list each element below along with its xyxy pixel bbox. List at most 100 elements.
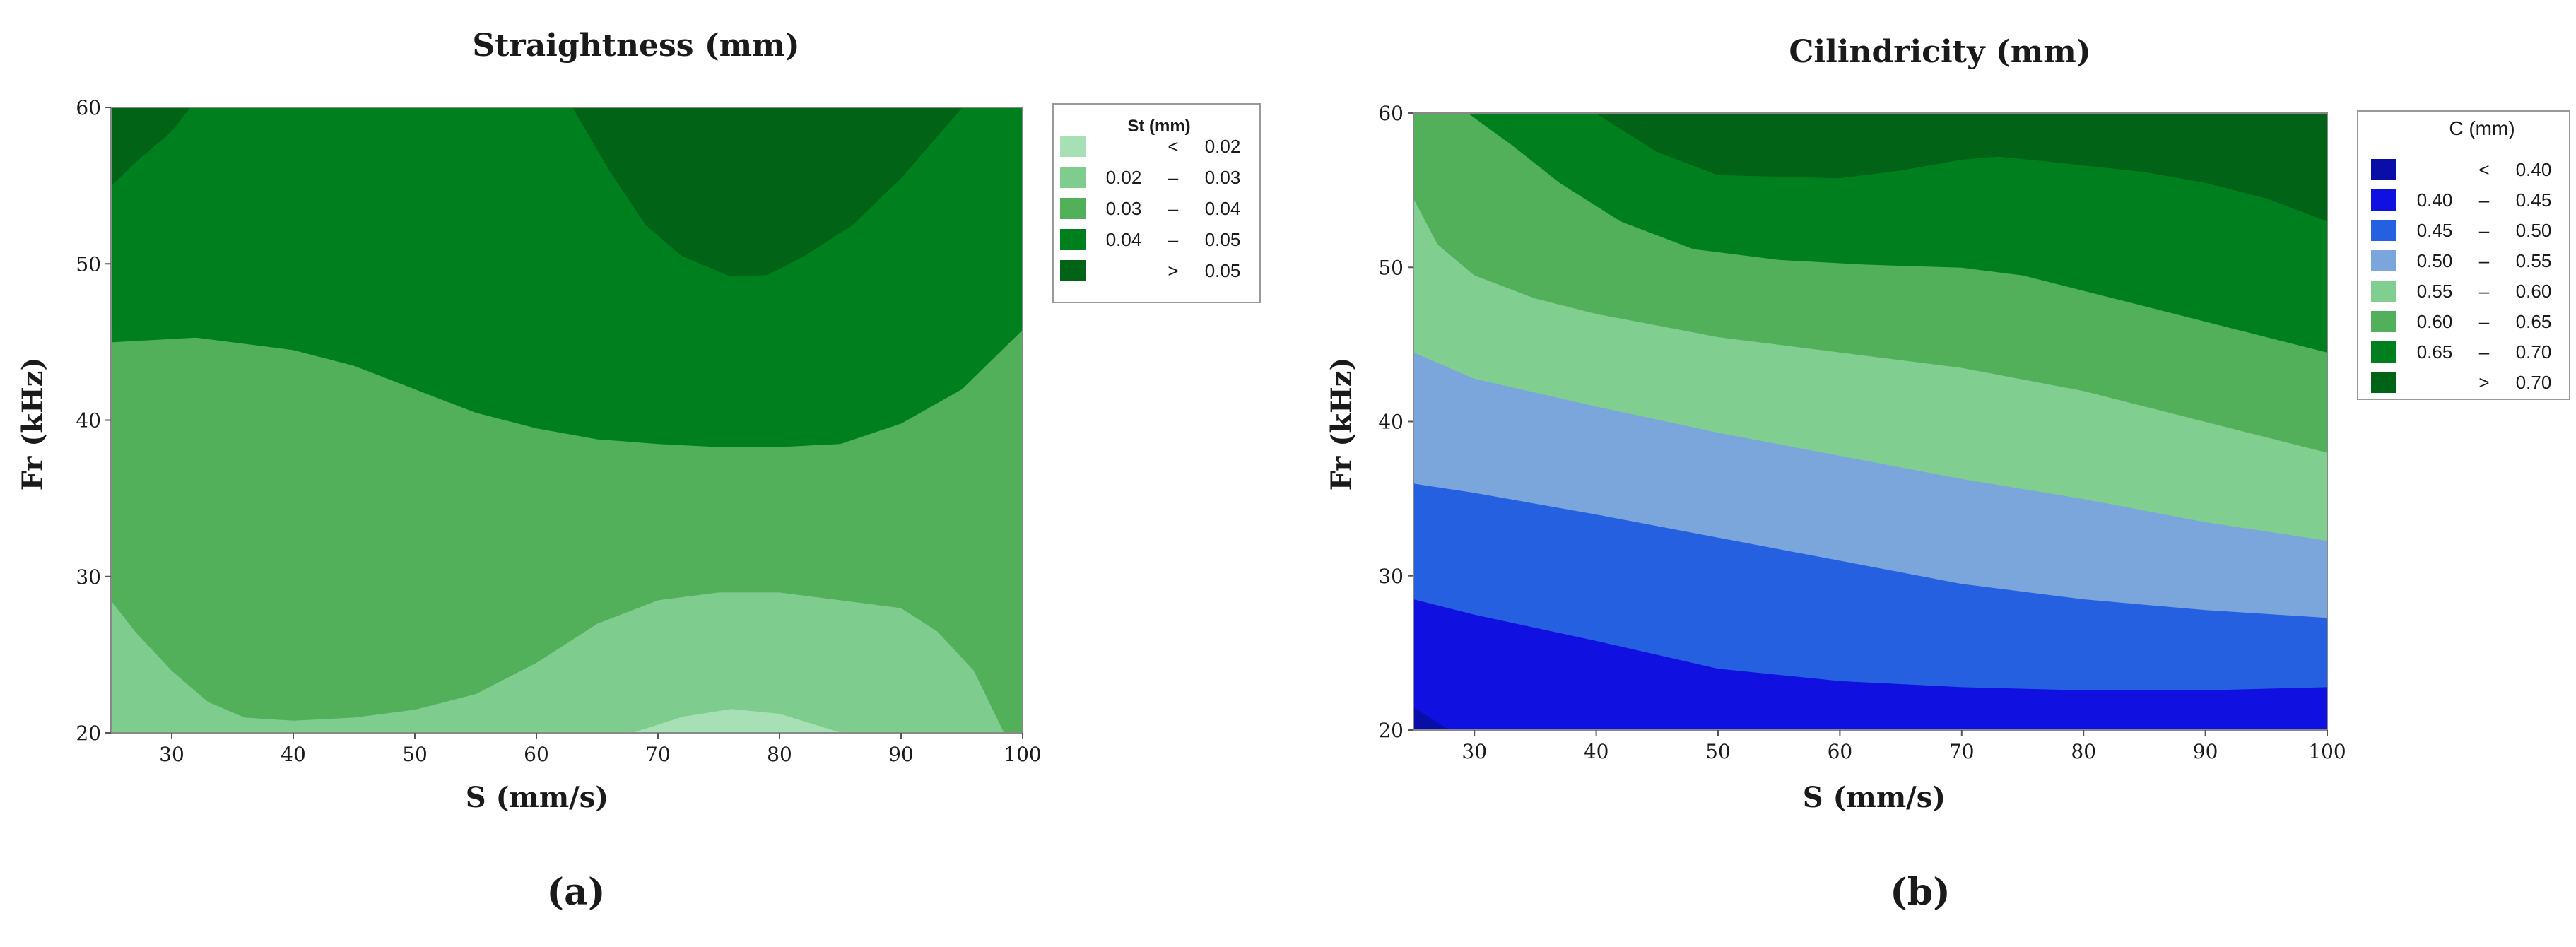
legend-range-high: 0.70 xyxy=(2516,341,2552,363)
axis-ticks: 30 40 50 60 70 80 90 100 20 30 40 50 60 xyxy=(1378,102,2346,763)
legend-title: St (mm) xyxy=(1127,117,1190,136)
legend-title: C (mm) xyxy=(2449,117,2515,139)
legend-range-high: 0.50 xyxy=(2516,220,2552,241)
legend-operator: > xyxy=(2478,372,2489,393)
legend-swatch xyxy=(2371,189,2396,211)
legend-range-low: 0.60 xyxy=(2417,311,2453,332)
x-tick-label: 50 xyxy=(402,743,428,766)
panel-label: (b) xyxy=(1890,871,1951,914)
x-axis-label: S (mm/s) xyxy=(466,781,608,814)
x-tick-label: 60 xyxy=(524,743,549,766)
y-axis-label: Fr (kHz) xyxy=(16,358,49,491)
y-tick-label: 30 xyxy=(76,565,101,589)
x-axis-label: S (mm/s) xyxy=(1803,781,1946,814)
legend-range-low: 0.45 xyxy=(2417,220,2453,241)
legend-range-high: 0.05 xyxy=(1205,229,1241,250)
contour-band-4 xyxy=(572,107,963,277)
legend-operator: – xyxy=(2479,189,2490,211)
plot-area xyxy=(1413,113,2327,730)
x-tick-label: 80 xyxy=(2071,740,2096,763)
legend-swatch xyxy=(1060,198,1086,219)
legend-items: <0.40 0.40 – 0.45 0.45 – 0.50 0.50 – 0.55 0.55 – 0.6… xyxy=(2371,159,2551,393)
legend: C (mm) <0.40 0.40 – 0.45 0.45 – 0.50 0.50 – 0.55 0… xyxy=(2357,110,2570,400)
y-tick-label: 50 xyxy=(76,252,101,276)
legend-operator: – xyxy=(2479,311,2490,332)
legend-operator: – xyxy=(2479,281,2490,302)
y-tick-label: 20 xyxy=(1378,719,1404,742)
legend-operator: – xyxy=(2479,250,2490,271)
legend-range-low: 0.55 xyxy=(2417,281,2453,302)
x-tick-label: 40 xyxy=(281,743,306,766)
legend-swatch xyxy=(2371,220,2396,241)
legend-range-high: 0.02 xyxy=(1205,136,1241,157)
legend-range-high: 0.70 xyxy=(2516,372,2552,393)
legend-operator: – xyxy=(1168,198,1179,219)
contour-band-6 xyxy=(1467,113,2327,353)
panel-label: (a) xyxy=(547,871,606,914)
legend-swatch xyxy=(2371,159,2396,180)
legend-swatch xyxy=(2371,250,2396,271)
legend-operator: < xyxy=(2478,159,2489,180)
contour-band-4 xyxy=(111,107,191,187)
legend-frame xyxy=(1052,103,1261,303)
legend-range-high: 0.55 xyxy=(2516,250,2552,271)
y-tick-label: 40 xyxy=(76,409,101,433)
legend-swatch xyxy=(2371,341,2396,363)
panel-b: Cilindricity (mm) 30 40 50 60 70 80 90 100 20 30 4… xyxy=(1325,34,2570,914)
legend-range-high: 0.05 xyxy=(1205,260,1241,281)
legend-range-high: 0.03 xyxy=(1205,167,1241,188)
x-tick-label: 30 xyxy=(1462,740,1487,763)
y-tick-label: 50 xyxy=(1378,256,1404,279)
y-tick-label: 40 xyxy=(1378,411,1404,434)
legend-swatch xyxy=(1060,136,1086,157)
x-tick-label: 80 xyxy=(767,743,792,766)
legend-range-low: 0.03 xyxy=(1106,198,1142,219)
legend-operator: – xyxy=(1168,167,1179,188)
x-tick-label: 90 xyxy=(888,743,914,766)
x-tick-label: 40 xyxy=(1584,740,1609,763)
legend-range-high: 0.04 xyxy=(1205,198,1241,219)
legend-operator: < xyxy=(1168,136,1178,157)
chart-title: Cilindricity (mm) xyxy=(1789,34,2090,70)
legend-operator: > xyxy=(1168,260,1178,281)
plot-area xyxy=(111,107,1023,733)
contour-band-7 xyxy=(1595,113,2327,222)
legend-range-high: 0.65 xyxy=(2516,311,2552,332)
x-tick-label: 100 xyxy=(1004,743,1041,766)
legend: St (mm) <0.02 0.02 – 0.03 0.03 – 0.04 0.04 – 0.05… xyxy=(1052,103,1261,303)
chart-title: Straightness (mm) xyxy=(472,28,799,64)
legend-range-high: 0.45 xyxy=(2516,189,2552,211)
x-tick-label: 30 xyxy=(159,743,184,766)
legend-swatch xyxy=(1060,167,1086,188)
legend-range-low: 0.65 xyxy=(2417,341,2453,363)
x-tick-label: 70 xyxy=(645,743,671,766)
x-tick-label: 90 xyxy=(2193,740,2218,763)
legend-swatch xyxy=(2371,372,2396,393)
legend-range-high: 0.40 xyxy=(2516,159,2552,180)
x-tick-label: 50 xyxy=(1705,740,1731,763)
y-tick-label: 60 xyxy=(76,96,101,119)
panel-a: Straightness (mm) 30 40 50 60 70 80 90 100 20 30 4… xyxy=(16,28,1261,914)
legend-range-low: 0.04 xyxy=(1106,229,1142,250)
legend-swatch xyxy=(2371,311,2396,332)
x-tick-label: 70 xyxy=(1949,740,1975,763)
legend-range-low: 0.50 xyxy=(2417,250,2453,271)
x-tick-label: 60 xyxy=(1828,740,1853,763)
legend-operator: – xyxy=(2479,220,2490,241)
legend-range-low: 0.02 xyxy=(1106,167,1142,188)
legend-operator: – xyxy=(2479,341,2490,363)
y-tick-label: 30 xyxy=(1378,565,1404,588)
legend-items: <0.02 0.02 – 0.03 0.03 – 0.04 0.04 – 0.05 > 0.05 xyxy=(1060,136,1240,281)
x-tick-label: 100 xyxy=(2308,740,2346,763)
y-tick-label: 60 xyxy=(1378,102,1404,125)
legend-operator: – xyxy=(1168,229,1179,250)
contour-band-0 xyxy=(633,709,841,733)
legend-swatch xyxy=(1060,229,1086,250)
y-tick-label: 20 xyxy=(76,722,101,745)
legend-swatch xyxy=(2371,281,2396,302)
axis-ticks: 30 40 50 60 70 80 90 100 20 30 40 50 60 xyxy=(76,96,1041,766)
legend-swatch xyxy=(1060,260,1086,281)
legend-range-low: 0.40 xyxy=(2417,189,2453,211)
